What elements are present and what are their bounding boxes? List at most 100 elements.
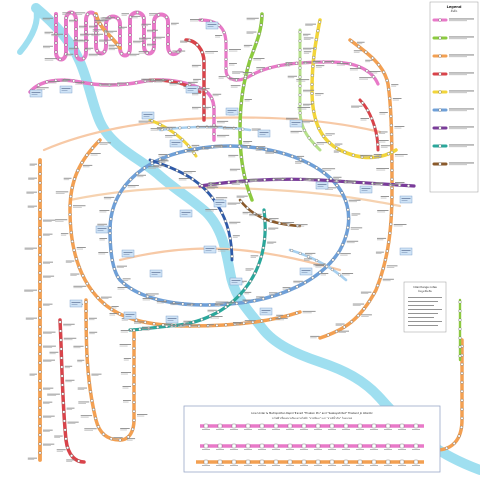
- station-label-text: [48, 81, 60, 82]
- station-dot: [193, 147, 197, 151]
- station-label-text: [43, 275, 55, 277]
- station-label-text: [305, 23, 316, 25]
- station-label-subtext: [43, 417, 52, 418]
- bottom-station: [371, 443, 377, 449]
- station-label-subtext: [215, 198, 224, 200]
- station-label-subtext: [392, 99, 399, 101]
- info-box-text: [207, 24, 217, 25]
- station-label-subtext: [377, 211, 386, 213]
- station-label-subtext: [233, 324, 240, 326]
- station-dot: [372, 75, 376, 79]
- station-dot: [74, 27, 78, 31]
- info-box-subtext: [205, 250, 212, 251]
- station-label-text: [109, 313, 118, 314]
- station-dot: [253, 299, 256, 303]
- station-label-text: [343, 181, 356, 183]
- station-dot: [458, 300, 462, 304]
- station-dot: [132, 391, 136, 395]
- station-label-text: [360, 118, 369, 119]
- station-label-subtext: [97, 225, 105, 227]
- station-label-subtext: [377, 141, 386, 143]
- station-dot: [379, 275, 383, 279]
- station-dot: [86, 12, 90, 16]
- bottom-station-label: [314, 465, 322, 466]
- bottom-station: [203, 443, 209, 449]
- station-label-text: [67, 421, 79, 423]
- station-label-subtext: [205, 210, 214, 212]
- station-label-text: [170, 302, 181, 304]
- station-dot: [385, 79, 389, 82]
- station-label-subtext: [295, 163, 302, 164]
- station-dot: [128, 33, 132, 37]
- bottom-station-label: [230, 465, 238, 466]
- station-label-text: [75, 82, 85, 83]
- station-label-subtext: [190, 20, 199, 22]
- station-dot: [183, 173, 187, 177]
- station-label-subtext: [178, 326, 184, 328]
- station-label-text: [236, 195, 248, 197]
- station-label-text: [77, 387, 87, 389]
- station-dot: [389, 222, 393, 226]
- bottom-station-label: [258, 429, 266, 430]
- station-label-subtext: [303, 180, 311, 181]
- station-label-text: [120, 330, 131, 331]
- station-label-subtext: [360, 156, 369, 158]
- station-label-text: [123, 400, 131, 401]
- station-label-subtext: [43, 333, 52, 334]
- station-label-text: [335, 323, 345, 325]
- station-label-subtext: [65, 381, 72, 383]
- station-label-text: [164, 323, 173, 325]
- station-label-text: [147, 29, 158, 31]
- info-boxes: [29, 21, 413, 324]
- bottom-station-label: [258, 465, 266, 466]
- station-label-text: [249, 178, 258, 180]
- station-label-subtext: [269, 219, 276, 221]
- station-label-subtext: [207, 185, 217, 187]
- station-dot: [202, 77, 206, 81]
- station-dot: [122, 282, 126, 286]
- station-label-text: [25, 317, 37, 319]
- station-label-subtext: [269, 294, 275, 295]
- station-label-subtext: [205, 52, 215, 54]
- station-dot: [335, 329, 338, 333]
- station-label-text: [80, 33, 93, 35]
- station-dot: [60, 374, 64, 378]
- station-label-subtext: [217, 250, 226, 252]
- station-dot: [364, 50, 368, 54]
- station-label-text: [171, 22, 179, 24]
- station-dot: [260, 216, 264, 220]
- station-dot: [295, 285, 299, 289]
- station-dot: [96, 425, 100, 429]
- station-label-subtext: [249, 215, 258, 217]
- station-dot: [298, 75, 302, 79]
- station-label-text: [169, 325, 177, 326]
- station-dot: [90, 82, 93, 86]
- station-label-subtext: [322, 169, 332, 171]
- station-label-text: [206, 186, 219, 188]
- station-dot: [237, 144, 241, 148]
- station-label-subtext: [206, 188, 215, 190]
- station-label-subtext: [119, 345, 128, 347]
- station-dot: [60, 365, 64, 369]
- station-label-text: [353, 50, 363, 52]
- station-label-text: [191, 64, 201, 66]
- bottom-station-label: [342, 429, 350, 430]
- station-dot: [143, 320, 147, 324]
- station-label-subtext: [63, 179, 70, 181]
- info-box-subtext: [143, 116, 150, 117]
- legend-text: [449, 162, 474, 164]
- station-dot: [390, 186, 394, 190]
- bottom-station-label: [398, 449, 406, 450]
- station-dot: [230, 254, 234, 258]
- station-dot: [195, 43, 199, 47]
- station-label-subtext: [44, 59, 54, 61]
- station-label-text: [99, 238, 108, 239]
- station-dot: [90, 399, 94, 403]
- station-label-text: [178, 324, 186, 326]
- station-label-subtext: [394, 127, 402, 129]
- station-label-subtext: [303, 52, 310, 54]
- station-label-text: [117, 287, 128, 288]
- station-label-subtext: [183, 172, 193, 174]
- station-label-subtext: [310, 337, 317, 339]
- station-label-text: [98, 252, 109, 253]
